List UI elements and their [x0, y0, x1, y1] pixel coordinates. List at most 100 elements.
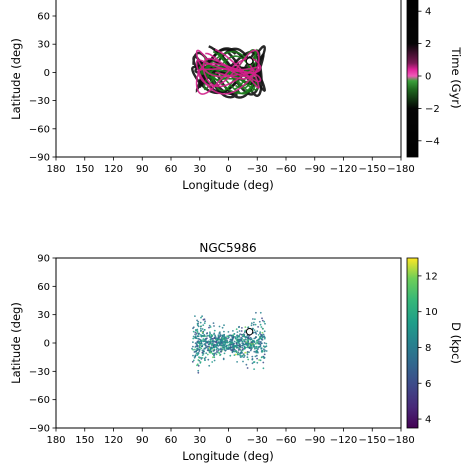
particle-point [249, 336, 252, 339]
particle-point [242, 354, 245, 356]
particle-point [250, 343, 253, 345]
x-tick-label: −120 [330, 164, 357, 175]
particle-point [237, 335, 240, 337]
particle-point [257, 334, 260, 336]
panel1-ylabel: Latitude (deg) [9, 38, 23, 120]
particle-point [232, 330, 234, 332]
particle-point [226, 339, 229, 342]
x-tick-label: −30 [247, 435, 268, 446]
particle-point [192, 341, 194, 344]
particle-point [259, 344, 262, 347]
particle-point [203, 334, 206, 336]
particle-point [192, 359, 195, 362]
particle-point [249, 349, 252, 352]
particle-point [209, 340, 212, 343]
particle-point [241, 327, 243, 329]
particle-point [260, 333, 262, 336]
particle-point [214, 343, 216, 346]
particle-point [223, 344, 225, 347]
particle-point [255, 342, 257, 345]
particle-point [196, 340, 199, 343]
particle-point [233, 340, 236, 343]
particle-point [219, 342, 222, 345]
particle-point [243, 335, 246, 338]
particle-point [249, 344, 252, 346]
x-tick-label: 0 [225, 164, 231, 175]
particle-point [230, 334, 233, 337]
particle-point [262, 355, 265, 358]
particle-point [213, 325, 215, 327]
particle-point [202, 330, 205, 333]
particle-point [238, 343, 241, 346]
particle-point [199, 330, 202, 332]
particle-point [224, 345, 227, 348]
time-colorbar [406, 0, 419, 158]
particle-point [204, 359, 206, 361]
y-tick-label: 60 [37, 282, 50, 293]
particle-point [258, 338, 260, 341]
particle-point [208, 334, 211, 336]
particle-point [242, 360, 244, 363]
panel-particles: NGC5986 Latitude (deg) 180 150 120 90 60 30 0−… [9, 241, 463, 463]
x-tick-label: 180 [46, 164, 65, 175]
particle-point [201, 354, 204, 356]
particle-point [223, 348, 226, 351]
particle-point [224, 341, 227, 344]
particle-point [197, 335, 200, 338]
particle-point [255, 354, 258, 357]
particle-point [192, 348, 195, 351]
particle-point [243, 356, 245, 358]
particle-point [211, 342, 213, 345]
particle-point [194, 336, 197, 339]
particle-point [196, 330, 199, 333]
particle-point [194, 355, 197, 358]
particle-point [198, 338, 201, 340]
particle-point [227, 344, 229, 347]
x-tick-label: 60 [165, 164, 178, 175]
particle-point [254, 318, 256, 321]
panel1-xlabel: Longitude (deg) [182, 178, 274, 192]
particle-point [248, 351, 250, 354]
particle-point [237, 351, 240, 354]
particle-point [212, 322, 215, 324]
particle-point [201, 334, 203, 337]
particle-point [208, 364, 211, 367]
particle-point [251, 362, 254, 365]
particle-point [219, 333, 222, 335]
panel2-ticks: 180 150 120 90 60 30 0 −30 −60 −90 −120 −150 −180 −90… [29, 254, 415, 447]
particle-point [258, 320, 261, 323]
particle-point [192, 354, 194, 357]
particle-point [200, 316, 202, 319]
particle-point [192, 327, 194, 330]
particle-point [242, 334, 245, 337]
particle-point [260, 342, 263, 345]
particle-point [230, 346, 232, 348]
particle-point [260, 347, 263, 350]
particle-point [211, 347, 214, 350]
particle-point [228, 334, 231, 337]
particle-point [221, 326, 224, 329]
particle-point [241, 355, 243, 358]
particle-point [240, 330, 243, 332]
particle-point [214, 334, 217, 337]
particle-point [199, 362, 202, 364]
particle-point [232, 350, 235, 353]
x-tick-label: −60 [275, 435, 296, 446]
x-tick-label: 120 [104, 435, 123, 446]
particle-point [246, 353, 249, 356]
distance-colorbar [406, 257, 419, 429]
particle-point [247, 339, 250, 341]
x-tick-label: 150 [75, 164, 94, 175]
particle-point [195, 345, 198, 348]
particle-point [198, 348, 200, 351]
current-position-marker [245, 57, 254, 65]
particle-point [242, 342, 245, 344]
particle-point [205, 341, 207, 343]
panel2-xlabel: Longitude (deg) [182, 449, 274, 463]
particle-point [261, 336, 264, 339]
particle-point [199, 321, 202, 324]
particle-point [211, 361, 214, 363]
x-tick-label: −90 [304, 164, 325, 175]
particle-point [229, 344, 232, 347]
